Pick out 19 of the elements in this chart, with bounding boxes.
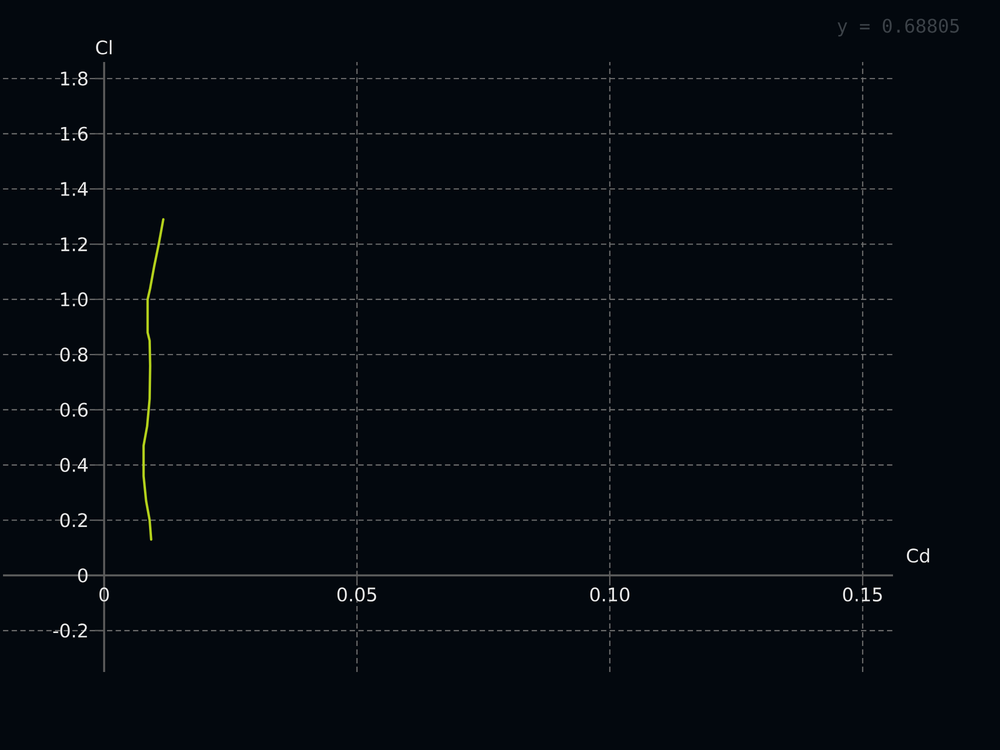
- x-tick-label: 0: [99, 587, 109, 602]
- y-axis-title: Cl: [96, 40, 112, 55]
- x-axis-title: Cd: [906, 548, 930, 563]
- y-tick-label: 0: [78, 568, 88, 582]
- y-tick-label: 0.4: [60, 458, 88, 472]
- y-tick-label: 1.2: [61, 237, 87, 252]
- text: y = 0.68805: [838, 18, 959, 36]
- y-tick-label: 1.6: [61, 126, 88, 141]
- y-tick-label: 1.8: [61, 71, 88, 86]
- y-tick-label: 0.8: [60, 348, 88, 362]
- y-tick-label: 1.0: [61, 292, 88, 306]
- y-tick-label: 1.4: [61, 182, 88, 196]
- line-series: [142, 218, 164, 541]
- y-tick-label: 0.2: [60, 513, 87, 528]
- x-tick-label: 0.10: [590, 587, 630, 602]
- x-tick-label: 0.15: [843, 587, 882, 602]
- x-tick-label: 0.05: [337, 587, 376, 602]
- y-tick-label: -0.2: [53, 624, 87, 638]
- y-tick-label: 0.6: [60, 402, 88, 417]
